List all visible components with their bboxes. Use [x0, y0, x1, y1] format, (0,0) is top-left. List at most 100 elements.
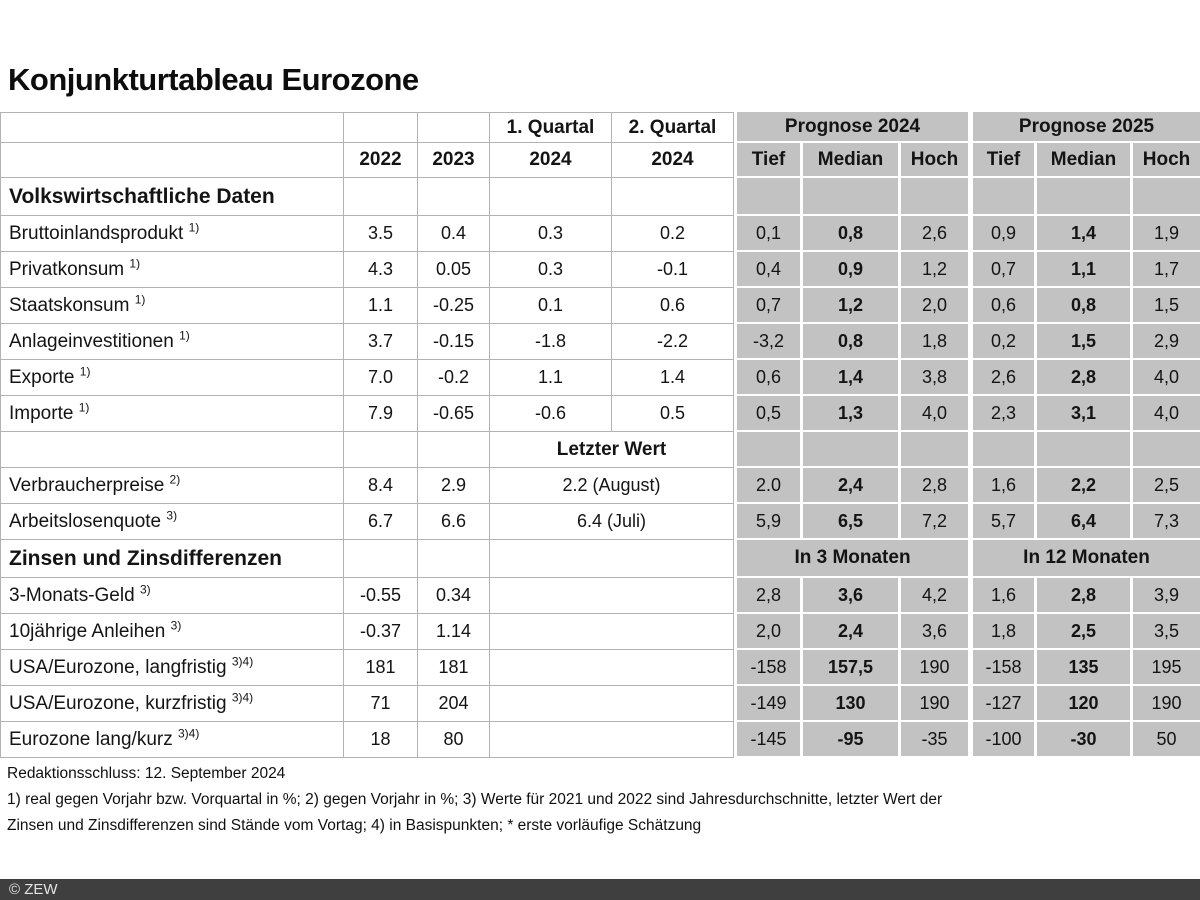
empty-cell — [1130, 178, 1200, 216]
footnote-marker: 3)4) — [231, 654, 254, 669]
value-median-3m: 2,4 — [800, 614, 898, 650]
value-2023: 1.14 — [418, 614, 490, 650]
value-hoch-2024: 1,2 — [898, 252, 969, 288]
footnote-marker: 3)4) — [231, 690, 254, 705]
value-median-2024: 0,8 — [800, 216, 898, 252]
value-tief-3m: 2,8 — [734, 578, 800, 614]
value-hoch-2025: 1,9 — [1130, 216, 1200, 252]
empty-cell — [800, 178, 898, 216]
footnote-marker: 2) — [169, 472, 181, 487]
value-q2: -0.1 — [612, 252, 734, 288]
value-q1: -0.6 — [490, 396, 612, 432]
col-header-median-2025: Median — [1034, 143, 1131, 178]
row-label-text: Eurozone lang/kurz — [9, 728, 173, 750]
row-label: 10jährige Anleihen 3) — [0, 614, 344, 650]
value-median-2024: 6,5 — [800, 504, 898, 540]
value-q1: 0.1 — [490, 288, 612, 324]
row-label-text: USA/Eurozone, langfristig — [9, 656, 227, 678]
section-row-volkswirtschaftliche-daten: Volkswirtschaftliche Daten — [0, 178, 1200, 216]
table-row: 3-Monats-Geld 3) -0.55 0.34 2,8 3,6 4,2 … — [0, 578, 1200, 614]
value-tief-2025: 2,6 — [968, 360, 1035, 396]
value-median-2025: 1,5 — [1034, 324, 1131, 360]
empty-cell — [800, 432, 898, 468]
value-2023: 0.34 — [418, 578, 490, 614]
col-header-hoch-2024: Hoch — [898, 143, 969, 178]
empty-cell — [734, 178, 800, 216]
value-tief-2025: 0,9 — [968, 216, 1035, 252]
value-2023: -0.2 — [418, 360, 490, 396]
footnote-marker: 3) — [166, 508, 178, 523]
value-tief-12m: -127 — [968, 686, 1035, 722]
value-q1: -1.8 — [490, 324, 612, 360]
table-row: Eurozone lang/kurz 3)4) 18 80 -145 -95 -… — [0, 722, 1200, 758]
value-median-2025: 1,4 — [1034, 216, 1131, 252]
empty-cell — [734, 432, 800, 468]
value-hoch-2025: 4,0 — [1130, 396, 1200, 432]
empty-cell — [490, 540, 734, 578]
table-row: Verbraucherpreise 2) 8.4 2.9 2.2 (August… — [0, 468, 1200, 504]
subheader-in-3-monaten: In 3 Monaten — [734, 540, 969, 578]
value-tief-2024: -3,2 — [734, 324, 800, 360]
value-median-2024: 1,4 — [800, 360, 898, 396]
value-q1: 1.1 — [490, 360, 612, 396]
footnote-marker: 1) — [179, 328, 190, 343]
value-2022: 1.1 — [344, 288, 418, 324]
value-hoch-2025: 2,9 — [1130, 324, 1200, 360]
value-median-12m: -30 — [1034, 722, 1131, 758]
value-q2: -2.2 — [612, 324, 734, 360]
footnote-marker: 1) — [129, 256, 141, 271]
value-median-2025: 2,8 — [1034, 360, 1131, 396]
value-median-2024: 1,2 — [800, 288, 898, 324]
value-hoch-3m: 3,6 — [898, 614, 969, 650]
value-2022: 3.7 — [344, 324, 418, 360]
value-letzter-wert: 2.2 (August) — [490, 468, 734, 504]
section-title: Volkswirtschaftliche Daten — [0, 178, 344, 216]
empty-cell — [490, 178, 612, 216]
empty-cell — [968, 178, 1035, 216]
value-median-2025: 6,4 — [1034, 504, 1131, 540]
empty-cell — [418, 178, 490, 216]
empty-cell — [1130, 432, 1200, 468]
value-2023: 6.6 — [418, 504, 490, 540]
footnote-marker: 3) — [170, 618, 182, 633]
empty-cell — [344, 432, 418, 468]
empty-cell — [1034, 178, 1131, 216]
col-header-hoch-2025: Hoch — [1130, 143, 1200, 178]
value-hoch-2024: 1,8 — [898, 324, 969, 360]
copyright-text: © ZEW — [9, 881, 58, 898]
footnote-line-1: 1) real gegen Vorjahr bzw. Vorquartal in… — [7, 791, 943, 808]
value-hoch-2025: 1,5 — [1130, 288, 1200, 324]
empty-cell — [418, 112, 490, 143]
value-median-12m: 2,5 — [1034, 614, 1131, 650]
value-2022: 7.0 — [344, 360, 418, 396]
value-median-2024: 0,9 — [800, 252, 898, 288]
value-tief-2025: 2,3 — [968, 396, 1035, 432]
row-label-text: Anlageinvestitionen — [9, 330, 174, 352]
value-hoch-12m: 50 — [1130, 722, 1200, 758]
value-2022: 7.9 — [344, 396, 418, 432]
value-tief-2024: 5,9 — [734, 504, 800, 540]
value-tief-2025: 0,2 — [968, 324, 1035, 360]
empty-cell — [612, 178, 734, 216]
value-hoch-2024: 3,8 — [898, 360, 969, 396]
value-median-12m: 2,8 — [1034, 578, 1131, 614]
value-hoch-2025: 4,0 — [1130, 360, 1200, 396]
row-label-text: Verbraucherpreise — [9, 474, 165, 496]
value-hoch-2024: 2,6 — [898, 216, 969, 252]
footnote-marker: 1) — [79, 364, 91, 379]
value-2023: 181 — [418, 650, 490, 686]
value-median-3m: 130 — [800, 686, 898, 722]
footnote-marker: 3) — [139, 582, 151, 597]
value-2022: 6.7 — [344, 504, 418, 540]
row-label: Importe 1) — [0, 396, 344, 432]
konjunktur-table: 1. Quartal 2. Quartal Prognose 2024 Prog… — [0, 112, 1200, 758]
value-hoch-3m: -35 — [898, 722, 969, 758]
table-row: Privatkonsum 1) 4.3 0.05 0.3 -0.1 0,4 0,… — [0, 252, 1200, 288]
row-label-text: 3-Monats-Geld — [9, 584, 135, 606]
value-tief-3m: 2,0 — [734, 614, 800, 650]
value-2023: -0.25 — [418, 288, 490, 324]
footnote-line-2: Zinsen und Zinsdifferenzen sind Stände v… — [7, 817, 702, 834]
value-tief-3m: -158 — [734, 650, 800, 686]
row-label: 3-Monats-Geld 3) — [0, 578, 344, 614]
value-median-2025: 0,8 — [1034, 288, 1131, 324]
